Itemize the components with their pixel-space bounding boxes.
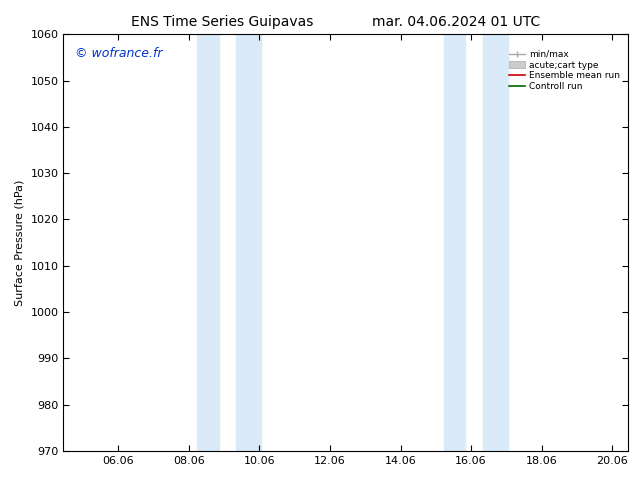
Legend: min/max, acute;cart type, Ensemble mean run, Controll run: min/max, acute;cart type, Ensemble mean … — [506, 47, 623, 94]
Text: mar. 04.06.2024 01 UTC: mar. 04.06.2024 01 UTC — [372, 15, 541, 29]
Y-axis label: Surface Pressure (hPa): Surface Pressure (hPa) — [15, 179, 25, 306]
Bar — [197, 34, 219, 451]
Bar — [236, 34, 261, 451]
Bar — [444, 34, 465, 451]
Text: ENS Time Series Guipavas: ENS Time Series Guipavas — [131, 15, 313, 29]
Bar — [483, 34, 508, 451]
Text: © wofrance.fr: © wofrance.fr — [75, 47, 162, 60]
